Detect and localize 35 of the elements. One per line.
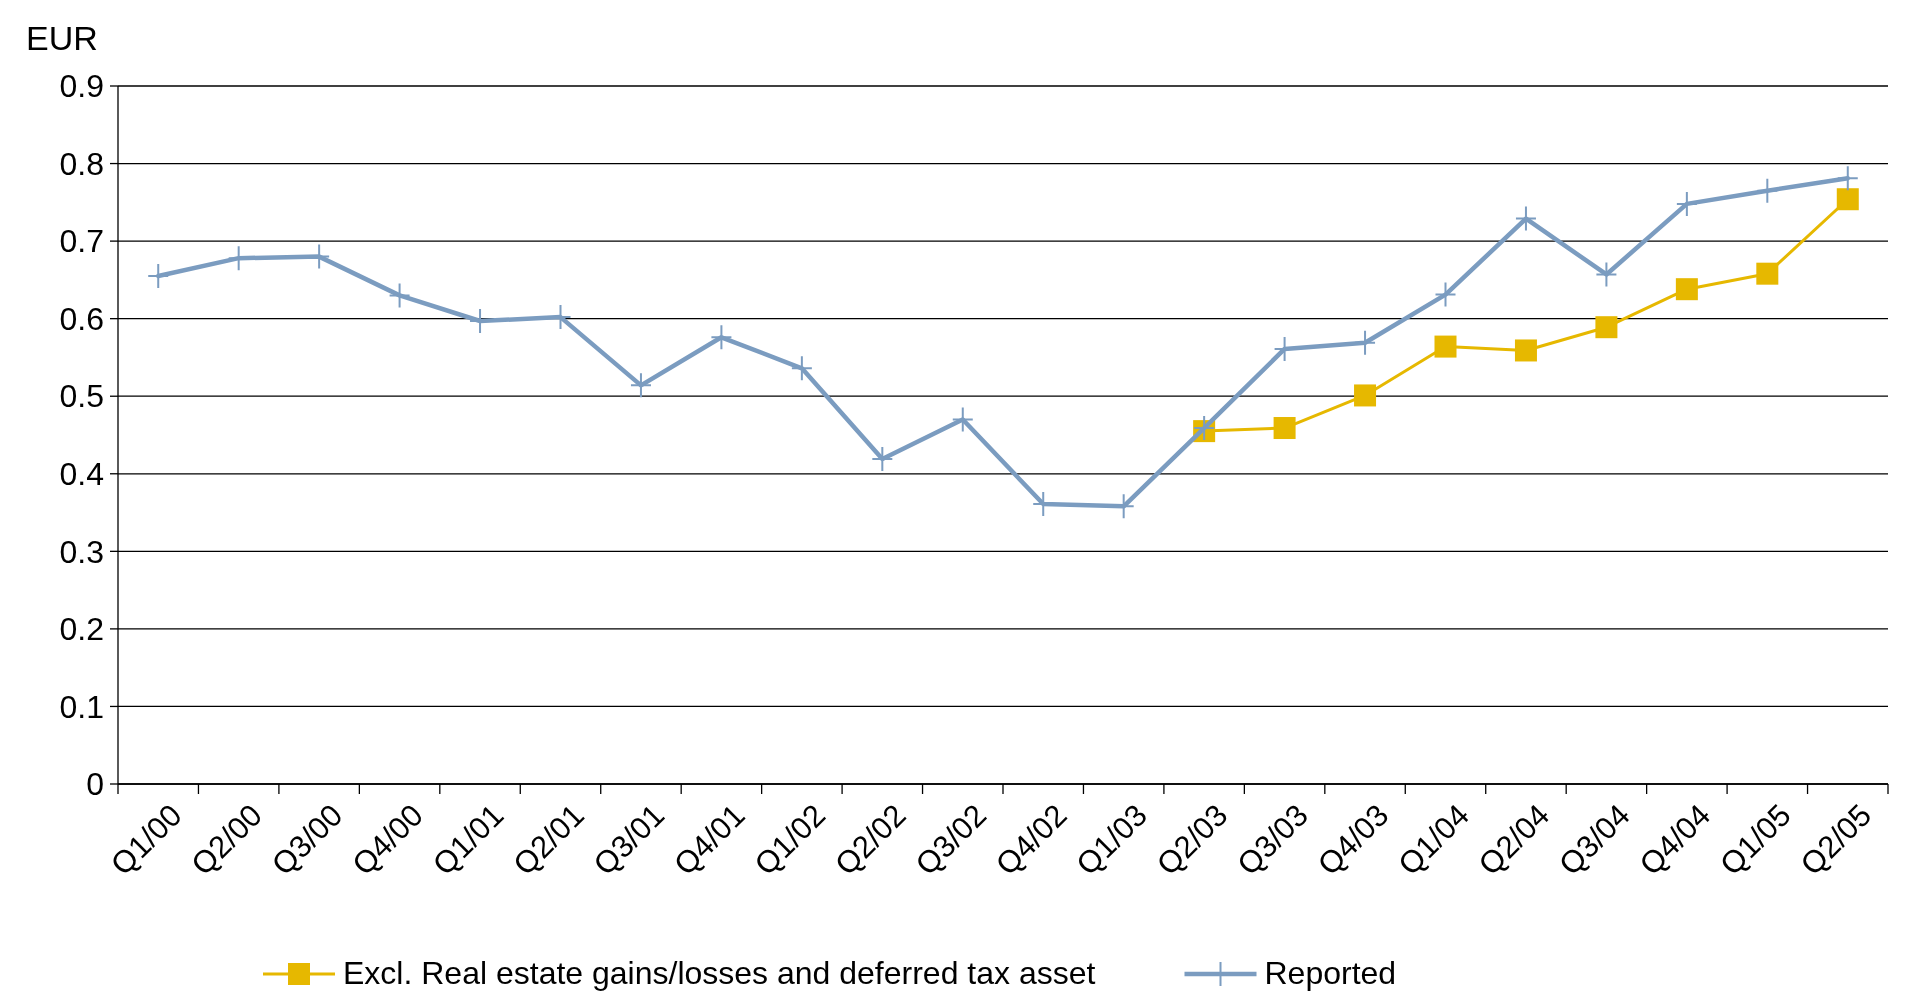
point — [1515, 206, 1536, 231]
point — [1514, 339, 1537, 362]
point — [1756, 262, 1779, 285]
point — [1675, 278, 1698, 301]
y-tick-label: 0.5 — [59, 378, 104, 415]
point — [872, 447, 893, 472]
y-tick-label: 0.8 — [59, 145, 104, 182]
point — [1837, 166, 1858, 191]
point — [1434, 335, 1457, 358]
point — [1596, 262, 1617, 287]
point — [952, 407, 973, 432]
point — [1354, 384, 1377, 407]
point — [1595, 316, 1618, 339]
y-tick-label: 0.4 — [59, 455, 104, 492]
legend-label: Reported — [1264, 955, 1397, 991]
point — [711, 325, 732, 350]
point — [1836, 188, 1859, 211]
point — [630, 373, 651, 398]
legend-label: Excl. Real estate gains/losses and deferred tax asset — [343, 955, 1096, 991]
y-tick-label: 0.7 — [59, 223, 104, 260]
y-tick-label: 0.9 — [59, 68, 104, 105]
point — [148, 264, 169, 289]
y-tick-label: 0.3 — [59, 533, 104, 570]
y-tick-label: 0.1 — [59, 688, 104, 725]
point — [791, 356, 812, 381]
y-axis-title: EUR — [26, 19, 98, 57]
y-tick-label: 0.6 — [59, 300, 104, 337]
point — [389, 283, 410, 308]
point — [1355, 330, 1376, 355]
point — [1435, 282, 1456, 307]
y-tick-label: 0.2 — [59, 611, 104, 648]
point — [1676, 191, 1697, 216]
point — [1757, 178, 1778, 203]
point — [1273, 417, 1296, 440]
y-tick-label: 0 — [86, 766, 104, 803]
